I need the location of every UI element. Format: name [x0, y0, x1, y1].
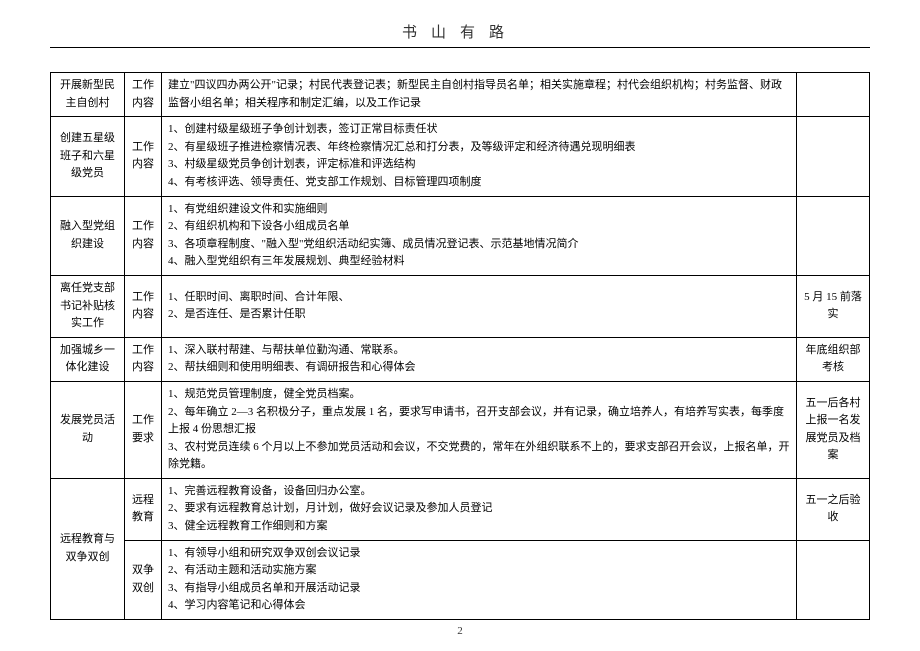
content-line: 4、有考核评选、领导责任、党支部工作规划、目标管理四项制度 — [168, 174, 792, 192]
cell-note: 五一之后验收 — [797, 478, 870, 540]
cell-content: 1、有党组织建设文件和实施细则 2、有组织机构和下设各小组成员名单 3、各项章程… — [162, 196, 797, 275]
cell-content: 1、任职时间、离职时间、合计年限、 2、是否连任、是否累计任职 — [162, 275, 797, 337]
cell-topic: 发展党员活动 — [51, 381, 125, 478]
table-row: 双争双创 1、有领导小组和研究双争双创会议记录 2、有活动主题和活动实施方案 3… — [51, 540, 870, 619]
cell-content: 1、完善远程教育设备，设备回归办公室。 2、要求有远程教育总计划，月计划，做好会… — [162, 478, 797, 540]
content-line: 1、有领导小组和研究双争双创会议记录 — [168, 545, 792, 563]
cell-content: 1、有领导小组和研究双争双创会议记录 2、有活动主题和活动实施方案 3、有指导小… — [162, 540, 797, 619]
content-line: 3、各项章程制度、"融入型"党组织活动纪实簿、成员情况登记表、示范基地情况简介 — [168, 236, 792, 254]
content-line: 2、有组织机构和下设各小组成员名单 — [168, 218, 792, 236]
content-line: 1、有党组织建设文件和实施细则 — [168, 201, 792, 219]
table-row: 融入型党组织建设 工作内容 1、有党组织建设文件和实施细则 2、有组织机构和下设… — [51, 196, 870, 275]
table-row: 开展新型民主自创村 工作内容 建立"四议四办两公开"记录；村民代表登记表；新型民… — [51, 73, 870, 117]
cell-type: 工作内容 — [125, 337, 162, 381]
content-line: 2、要求有远程教育总计划，月计划，做好会议记录及参加人员登记 — [168, 500, 792, 518]
cell-content: 1、创建村级星级班子争创计划表，签订正常目标责任状 2、有星级班子推进检察情况表… — [162, 117, 797, 196]
table-row: 创建五星级班子和六星级党员 工作内容 1、创建村级星级班子争创计划表，签订正常目… — [51, 117, 870, 196]
header-rule — [50, 47, 870, 48]
page-header: 书山有路 — [50, 21, 870, 47]
content-line: 4、融入型党组织有三年发展规划、典型经验材料 — [168, 253, 792, 271]
cell-note: 年底组织部考核 — [797, 337, 870, 381]
cell-topic: 加强城乡一体化建设 — [51, 337, 125, 381]
content-line: 2、每年确立 2—3 名积极分子，重点发展 1 名，要求写申请书，召开支部会议，… — [168, 404, 792, 439]
cell-note — [797, 117, 870, 196]
cell-note: 5 月 15 前落实 — [797, 275, 870, 337]
content-line: 3、有指导小组成员名单和开展活动记录 — [168, 580, 792, 598]
cell-type: 远程教育 — [125, 478, 162, 540]
page-root: 书山有路 开展新型民主自创村 工作内容 建立"四议四办两公开"记录；村民代表登记… — [0, 0, 920, 651]
cell-content: 建立"四议四办两公开"记录；村民代表登记表；新型民主自创村指导员名单；相关实施章… — [162, 73, 797, 117]
cell-type: 工作内容 — [125, 275, 162, 337]
cell-type: 工作内容 — [125, 196, 162, 275]
cell-content: 1、深入联村帮建、与帮扶单位勤沟通、常联系。 2、帮扶细则和使用明细表、有调研报… — [162, 337, 797, 381]
cell-content: 1、规范党员管理制度，健全党员档案。 2、每年确立 2—3 名积极分子，重点发展… — [162, 381, 797, 478]
content-line: 1、规范党员管理制度，健全党员档案。 — [168, 386, 792, 404]
cell-note — [797, 73, 870, 117]
content-line: 2、帮扶细则和使用明细表、有调研报告和心得体会 — [168, 359, 792, 377]
cell-topic: 创建五星级班子和六星级党员 — [51, 117, 125, 196]
table-row: 发展党员活动 工作要求 1、规范党员管理制度，健全党员档案。 2、每年确立 2—… — [51, 381, 870, 478]
table-row: 远程教育与双争双创 远程教育 1、完善远程教育设备，设备回归办公室。 2、要求有… — [51, 478, 870, 540]
cell-type: 工作要求 — [125, 381, 162, 478]
content-line: 2、有活动主题和活动实施方案 — [168, 562, 792, 580]
cell-topic: 远程教育与双争双创 — [51, 478, 125, 619]
table-row: 离任党支部书记补贴核实工作 工作内容 1、任职时间、离职时间、合计年限、 2、是… — [51, 275, 870, 337]
cell-note: 五一后各村上报一名发展党员及档案 — [797, 381, 870, 478]
page-number: 2 — [0, 625, 920, 637]
content-line: 3、健全远程教育工作细则和方案 — [168, 518, 792, 536]
content-line: 建立"四议四办两公开"记录；村民代表登记表；新型民主自创村指导员名单；相关实施章… — [168, 77, 792, 112]
cell-type: 工作内容 — [125, 117, 162, 196]
cell-note — [797, 196, 870, 275]
cell-type: 双争双创 — [125, 540, 162, 619]
cell-type: 工作内容 — [125, 73, 162, 117]
content-line: 1、任职时间、离职时间、合计年限、 — [168, 289, 792, 307]
content-line: 4、学习内容笔记和心得体会 — [168, 597, 792, 615]
content-table: 开展新型民主自创村 工作内容 建立"四议四办两公开"记录；村民代表登记表；新型民… — [50, 72, 870, 620]
cell-note — [797, 540, 870, 619]
content-line: 1、深入联村帮建、与帮扶单位勤沟通、常联系。 — [168, 342, 792, 360]
content-line: 2、是否连任、是否累计任职 — [168, 306, 792, 324]
cell-topic: 融入型党组织建设 — [51, 196, 125, 275]
content-line: 3、村级星级党员争创计划表，评定标准和评选结构 — [168, 156, 792, 174]
cell-topic: 开展新型民主自创村 — [51, 73, 125, 117]
cell-topic: 离任党支部书记补贴核实工作 — [51, 275, 125, 337]
table-row: 加强城乡一体化建设 工作内容 1、深入联村帮建、与帮扶单位勤沟通、常联系。 2、… — [51, 337, 870, 381]
table-body: 开展新型民主自创村 工作内容 建立"四议四办两公开"记录；村民代表登记表；新型民… — [51, 73, 870, 620]
content-line: 3、农村党员连续 6 个月以上不参加党员活动和会议，不交党费的，常年在外组织联系… — [168, 439, 792, 474]
content-line: 1、创建村级星级班子争创计划表，签订正常目标责任状 — [168, 121, 792, 139]
content-line: 1、完善远程教育设备，设备回归办公室。 — [168, 483, 792, 501]
content-line: 2、有星级班子推进检察情况表、年终检察情况汇总和打分表，及等级评定和经济待遇兑现… — [168, 139, 792, 157]
